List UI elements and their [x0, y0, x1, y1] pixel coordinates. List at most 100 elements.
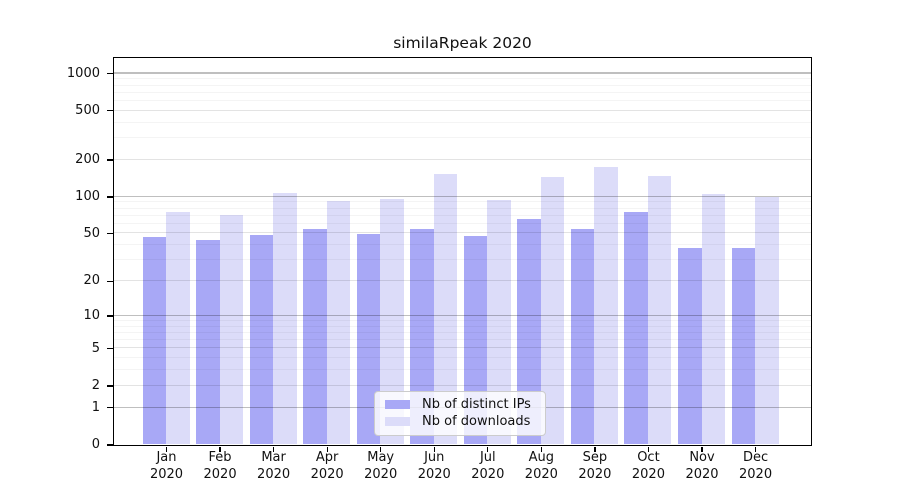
legend-label-downloads: Nb of downloads: [422, 414, 531, 429]
x-tick-label-jul: Jul 2020: [471, 450, 505, 482]
gridline-minor-800: [113, 84, 811, 86]
y-tick-20: [106, 280, 113, 282]
gridline-200: [113, 158, 811, 160]
y-tick-100: [106, 196, 113, 198]
gridline-minor-30: [113, 259, 811, 261]
y-tick-label-10: 10: [83, 308, 100, 324]
y-tick-label-5: 5: [91, 340, 100, 356]
x-tick-feb: [219, 446, 221, 452]
gridline-minor-4: [113, 357, 811, 359]
legend-swatch-downloads: [385, 417, 410, 426]
x-tick-label-sep: Sep 2020: [578, 450, 612, 482]
y-tick-label-200: 200: [75, 151, 100, 167]
gridline-minor-6: [113, 339, 811, 341]
gridline-minor-80: [113, 207, 811, 209]
x-tick-aug: [540, 446, 543, 452]
y-tick-5: [106, 348, 113, 350]
gridline-50: [113, 232, 811, 234]
y-tick-10: [106, 315, 113, 317]
bar-downloads-nov: [701, 193, 725, 445]
y-tick-label-50: 50: [83, 225, 100, 241]
bar-downloads-oct: [647, 175, 672, 445]
x-tick-nov: [701, 446, 703, 452]
bar-distinct-ips-jan: [142, 237, 166, 445]
gridline-2: [113, 384, 811, 386]
x-tick-label-jan: Jan 2020: [149, 450, 184, 482]
bar-distinct-ips-jun: [410, 229, 434, 445]
gridline-5: [113, 347, 811, 349]
bar-downloads-sep: [594, 166, 618, 445]
gridline-minor-400: [113, 121, 811, 123]
gridline-20: [113, 280, 811, 282]
gridline-minor-3: [113, 369, 811, 371]
x-tick-label-feb: Feb 2020: [203, 450, 237, 482]
gridline-500: [113, 109, 811, 111]
y-tick-label-500: 500: [75, 102, 100, 118]
x-tick-label-oct: Oct 2020: [631, 450, 665, 482]
x-tick-may: [380, 446, 382, 452]
y-tick-label-1: 1: [91, 399, 100, 415]
bar-downloads-dec: [755, 197, 779, 445]
legend-label-distinct-ips: Nb of distinct IPs: [422, 397, 531, 412]
gridline-10: [113, 314, 811, 317]
bar-distinct-ips-apr: [303, 229, 327, 445]
x-tick-label-jun: Jun 2020: [417, 450, 451, 482]
x-tick-oct: [647, 446, 650, 452]
bar-downloads-jan: [166, 211, 190, 445]
gridline-1000: [113, 72, 811, 74]
bar-downloads-jul: [487, 200, 511, 445]
gridline-minor-700: [113, 91, 811, 93]
x-tick-label-dec: Dec 2020: [739, 450, 773, 482]
y-tick-200: [106, 159, 113, 161]
gridline-minor-900: [113, 78, 811, 80]
bar-downloads-apr: [326, 201, 351, 445]
gridline-minor-600: [113, 99, 811, 101]
y-tick-500: [106, 110, 113, 112]
x-tick-mar: [273, 446, 275, 452]
x-tick-jan: [165, 446, 168, 452]
gridline-minor-8: [113, 325, 811, 327]
x-tick-label-nov: Nov 2020: [685, 450, 719, 482]
bar-downloads-jun: [433, 174, 458, 445]
x-tick-label-mar: Mar 2020: [257, 450, 291, 482]
x-tick-jun: [433, 446, 435, 452]
y-tick-1000: [106, 72, 113, 75]
bar-distinct-ips-aug: [517, 219, 541, 445]
legend-row-downloads: Nb of downloads: [385, 413, 535, 430]
gridline-minor-40: [113, 244, 811, 246]
bar-distinct-ips-feb: [196, 239, 220, 445]
gridline-minor-90: [113, 201, 811, 203]
x-tick-dec: [754, 446, 757, 452]
x-tick-sep: [594, 446, 596, 452]
y-tick-label-20: 20: [83, 273, 100, 289]
x-tick-apr: [326, 446, 328, 452]
legend-row-distinct-ips: Nb of distinct IPs: [385, 396, 535, 413]
legend-swatch-distinct-ips: [385, 400, 410, 409]
bar-downloads-mar: [273, 193, 297, 445]
bar-downloads-feb: [219, 214, 244, 445]
y-tick-label-2: 2: [91, 377, 100, 393]
gridline-minor-7: [113, 332, 811, 334]
gridline-minor-300: [113, 137, 811, 139]
gridline-minor-70: [113, 214, 811, 216]
gridline-minor-9: [113, 320, 811, 322]
bar-distinct-ips-oct: [624, 212, 648, 445]
y-tick-50: [106, 233, 113, 235]
bar-downloads-aug: [540, 176, 565, 445]
plot-area: [112, 56, 812, 446]
y-tick-2: [106, 385, 113, 387]
bar-distinct-ips-nov: [678, 247, 702, 445]
y-tick-1: [106, 407, 113, 409]
x-tick-label-may: May 2020: [364, 450, 398, 482]
bar-distinct-ips-mar: [249, 235, 274, 445]
chart-title: similaRpeak 2020: [393, 34, 532, 52]
x-tick-label-apr: Apr 2020: [310, 450, 344, 482]
y-tick-label-1000: 1000: [66, 65, 100, 81]
x-tick-label-aug: Aug 2020: [524, 450, 558, 482]
y-tick-label-100: 100: [75, 188, 100, 204]
y-tick-label-0: 0: [91, 437, 100, 452]
x-tick-jul: [487, 446, 489, 452]
bar-downloads-may: [380, 199, 404, 445]
gridline-minor-60: [113, 222, 811, 224]
